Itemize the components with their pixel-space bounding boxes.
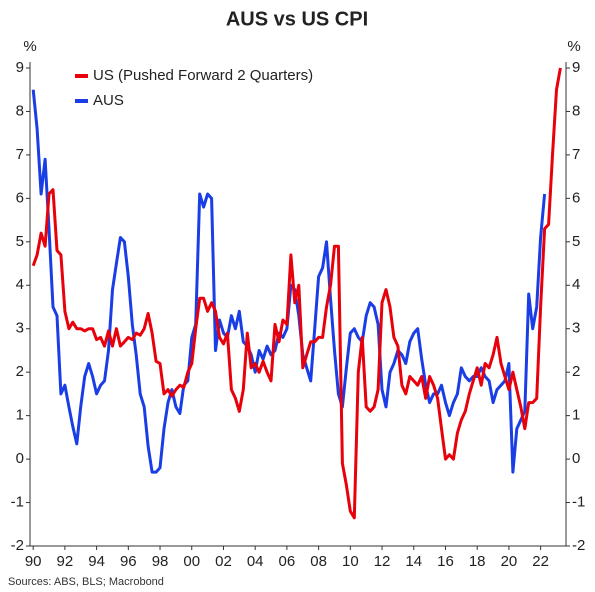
y2-tick-label: 8	[572, 102, 580, 119]
x-tick-label: 00	[183, 553, 200, 570]
y-tick-label: 1	[16, 407, 24, 424]
x-tick-label: 08	[310, 553, 327, 570]
legend-label: AUS	[93, 92, 124, 109]
y-tick-label: 2	[16, 363, 24, 380]
y-tick-label: -2	[11, 537, 24, 554]
y-tick-label: 7	[16, 146, 24, 163]
chart-title: AUS vs US CPI	[226, 8, 368, 30]
y2-tick-label: 3	[572, 320, 580, 337]
x-tick-label: 92	[57, 553, 74, 570]
y-tick-label: 9	[16, 59, 24, 76]
y-tick-label: 8	[16, 102, 24, 119]
y2-tick-label: -2	[572, 537, 585, 554]
y-tick-label: 6	[16, 189, 24, 206]
legend-label: US (Pushed Forward 2 Quarters)	[93, 67, 313, 84]
y-tick-label: 4	[16, 276, 24, 293]
x-tick-label: 16	[437, 553, 454, 570]
x-tick-label: 22	[532, 553, 549, 570]
y-tick-label: 5	[16, 233, 24, 250]
y2-tick-label: -1	[572, 494, 585, 511]
x-tick-label: 10	[342, 553, 359, 570]
y-axis-label: %	[23, 38, 36, 55]
x-tick-label: 04	[247, 553, 264, 570]
x-tick-label: 20	[501, 553, 518, 570]
y-tick-label: 0	[16, 450, 24, 467]
y2-tick-label: 0	[572, 450, 580, 467]
x-tick-label: 06	[279, 553, 296, 570]
y2-tick-label: 4	[572, 276, 580, 293]
y2-tick-label: 5	[572, 233, 580, 250]
x-tick-label: 90	[25, 553, 42, 570]
x-tick-label: 18	[469, 553, 486, 570]
x-tick-label: 96	[120, 553, 137, 570]
y2-tick-label: 9	[572, 59, 580, 76]
y2-tick-label: 6	[572, 189, 580, 206]
x-tick-label: 94	[88, 553, 105, 570]
series-line	[31, 67, 562, 520]
y-tick-label: -1	[11, 494, 24, 511]
source-note: Sources: ABS, BLS; Macrobond	[8, 576, 164, 588]
x-tick-label: 98	[152, 553, 169, 570]
y2-tick-label: 2	[572, 363, 580, 380]
x-tick-label: 02	[215, 553, 232, 570]
y2-tick-label: 1	[572, 407, 580, 424]
x-tick-label: 14	[405, 553, 422, 570]
y2-axis-label: %	[567, 38, 580, 55]
y2-tick-label: 7	[572, 146, 580, 163]
x-tick-label: 12	[374, 553, 391, 570]
y-tick-label: 3	[16, 320, 24, 337]
